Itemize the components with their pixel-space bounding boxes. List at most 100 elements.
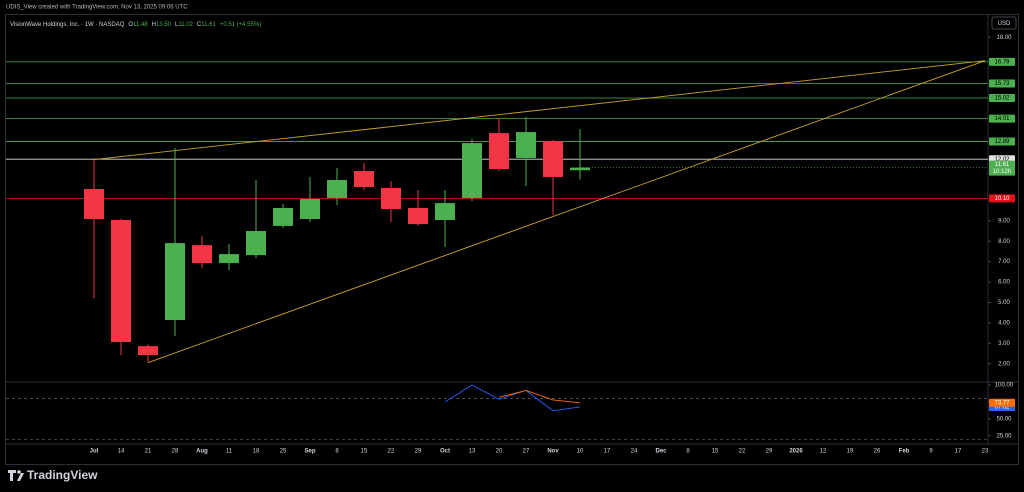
ohlc-value: 11.48: [133, 22, 148, 28]
y-tick-label: 6.00: [998, 280, 1010, 286]
level-label: 15.02: [994, 96, 1010, 102]
x-tick-label: 23: [982, 449, 989, 455]
ohlc-key: C: [197, 22, 202, 28]
indicator-badge: [989, 398, 1015, 407]
x-tick-label: Aug: [196, 449, 208, 455]
x-tick-label: 18: [253, 449, 260, 455]
legend: VisionWave Holdings, Inc. · 1W · NASDAQ O…: [10, 22, 261, 28]
ohlc-value: 11.02: [178, 22, 193, 28]
candle-body: [219, 254, 239, 264]
level-badge: [989, 137, 1015, 146]
x-tick-label: Oct: [440, 449, 450, 455]
x-tick-label: 10: [577, 449, 584, 455]
logo-mark: [17, 473, 24, 481]
candle-body: [354, 171, 374, 187]
candle-body: [192, 245, 212, 264]
x-tick-label: 8: [335, 449, 339, 455]
x-tick-label: 22: [739, 449, 746, 455]
x-tick-label: 15: [712, 449, 719, 455]
x-tick-label: 24: [631, 449, 638, 455]
indicator-value-label: 67.62: [994, 405, 1010, 411]
candle-body: [84, 189, 104, 219]
ohlc-value: 11.61: [201, 22, 216, 28]
candle-body: [408, 207, 428, 225]
level-label: 10.10: [994, 196, 1010, 202]
x-tick-label: 11: [226, 449, 233, 455]
trendline: [93, 60, 986, 161]
level-badge: [989, 57, 1015, 66]
y-tick-label: 9.00: [998, 218, 1010, 224]
candle-body: [435, 203, 455, 221]
x-tick-label: Sep: [304, 449, 315, 455]
change: +0.51 (+4.55%): [220, 22, 261, 28]
y-tick-label: 18.00: [996, 35, 1012, 41]
indicator-line: [444, 384, 581, 412]
candle-body: [165, 243, 185, 321]
y-tick-label: 2.00: [998, 361, 1010, 367]
x-tick-label: 15: [361, 449, 368, 455]
x-tick-label: 25: [280, 449, 287, 455]
x-tick-label: Nov: [547, 449, 559, 455]
indicator-tick-label: 50.00: [996, 417, 1012, 423]
level-badge: [989, 194, 1015, 203]
x-tick-label: 17: [604, 449, 611, 455]
candle-body: [381, 187, 401, 209]
x-tick-label: 9: [929, 449, 933, 455]
x-tick-label: 26: [874, 449, 881, 455]
x-tick-label: 21: [145, 449, 152, 455]
candle-body: [462, 143, 482, 198]
x-tick-label: Feb: [899, 449, 910, 455]
x-tick-label: 29: [415, 449, 422, 455]
last-price-badge: [989, 160, 1015, 176]
x-tick-label: 27: [523, 449, 530, 455]
symbol-title: VisionWave Holdings, Inc. · 1W · NASDAQ: [10, 22, 125, 28]
ohlc-key: O: [128, 22, 133, 28]
y-tick-label: 7.00: [998, 259, 1010, 265]
level-badge: [989, 79, 1015, 88]
brand: TradingView: [27, 468, 98, 482]
candle-body: [543, 141, 563, 177]
y-tick-label: 5.00: [998, 300, 1010, 306]
ohlc-key: L: [175, 22, 179, 28]
candle-body: [489, 133, 509, 170]
level-badge: [989, 93, 1015, 102]
level-label: 12.89: [994, 139, 1010, 145]
x-tick-label: Jul: [90, 449, 99, 455]
caption: UDIS_View created with TradingView.com, …: [6, 5, 188, 11]
x-tick-label: 12: [820, 449, 827, 455]
currency: USD: [998, 21, 1011, 27]
countdown: 10:12h: [993, 169, 1011, 175]
logo-mark: [8, 470, 16, 481]
candle-body: [111, 220, 131, 343]
x-tick-label: 20: [496, 449, 503, 455]
x-tick-label: 2026: [789, 449, 803, 455]
x-tick-label: 17: [955, 449, 962, 455]
x-tick-label: 14: [118, 449, 125, 455]
logo-dot: [17, 470, 21, 474]
y-tick-label: 3.00: [998, 341, 1010, 347]
level-label: 16.79: [994, 59, 1010, 65]
candle-body: [516, 132, 536, 158]
candle-body: [246, 231, 266, 256]
indicator-line: [498, 389, 581, 404]
x-tick-label: 28: [172, 449, 179, 455]
indicator-tick-label: 100.00: [995, 383, 1014, 389]
level-label: 14.01: [994, 116, 1010, 122]
chart-frame: [5, 14, 1019, 465]
currency-box: [991, 16, 1017, 30]
candle-body: [300, 199, 320, 219]
ohlc-key: H: [152, 22, 156, 28]
level-badge: [989, 114, 1015, 123]
indicator-tick-label: 25.00: [996, 433, 1012, 439]
y-tick-label: 8.00: [998, 239, 1010, 245]
x-tick-label: 29: [766, 449, 773, 455]
last-price-label: 11.61: [995, 162, 1010, 168]
candle-body: [327, 180, 347, 198]
ohlc-value: 13.50: [156, 22, 172, 28]
indicator-value-label: 73.77: [994, 400, 1010, 406]
candle-body: [138, 346, 158, 356]
brand-logo: [8, 470, 24, 481]
x-tick-label: 8: [686, 449, 690, 455]
